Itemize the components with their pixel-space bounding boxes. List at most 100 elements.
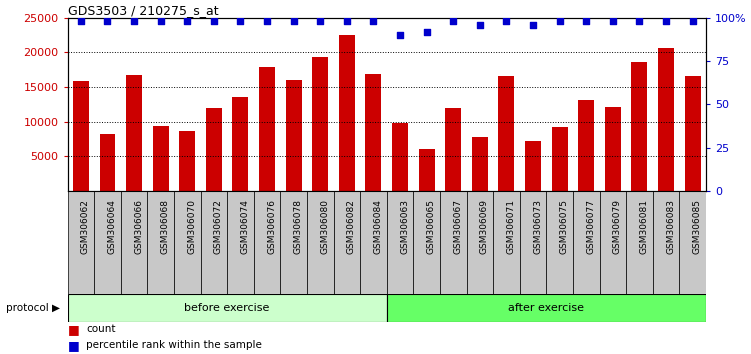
Bar [312,57,328,191]
Point [367,18,379,24]
Point [261,18,273,24]
Bar [360,191,387,294]
Point [500,18,512,24]
Bar [445,108,461,191]
Point [101,18,113,24]
Bar [419,149,435,191]
Point [155,18,167,24]
Text: after exercise: after exercise [508,303,584,313]
Point [607,18,619,24]
Bar [366,74,382,191]
Bar [307,191,333,294]
Point [581,18,593,24]
Bar [73,81,89,191]
Bar [605,107,621,191]
Bar [552,127,568,191]
Point [181,18,193,24]
Bar [387,191,413,294]
Point [341,18,353,24]
Point [75,18,87,24]
Text: GSM306076: GSM306076 [267,199,276,255]
Point [394,32,406,38]
Bar [228,191,254,294]
Bar [174,191,201,294]
Text: GSM306069: GSM306069 [480,199,489,255]
Bar [525,141,541,191]
Bar [333,191,360,294]
Point [421,29,433,34]
Bar [392,123,408,191]
Bar [280,191,307,294]
Point [234,18,246,24]
Bar [68,294,387,322]
Bar [206,108,222,191]
Text: ■: ■ [68,339,80,352]
Bar [413,191,440,294]
Point [288,18,300,24]
Bar [440,191,466,294]
Point [527,22,539,28]
Point [474,22,486,28]
Bar [94,191,121,294]
Text: GSM306070: GSM306070 [187,199,196,255]
Point [208,18,220,24]
Bar [520,191,547,294]
Bar [626,191,653,294]
Bar [493,191,520,294]
Text: GSM306082: GSM306082 [347,199,356,254]
Text: protocol ▶: protocol ▶ [6,303,60,313]
Text: GSM306065: GSM306065 [427,199,436,255]
Bar [179,131,195,191]
Bar [233,97,249,191]
Text: before exercise: before exercise [185,303,270,313]
Bar [632,62,647,191]
Bar [578,99,594,191]
Bar [201,191,228,294]
Text: GSM306078: GSM306078 [294,199,303,255]
Text: GSM306062: GSM306062 [81,199,90,254]
Text: GDS3503 / 210275_s_at: GDS3503 / 210275_s_at [68,4,219,17]
Bar [680,191,706,294]
Bar [499,76,514,191]
Bar [653,191,680,294]
Text: GSM306063: GSM306063 [400,199,409,255]
Text: GSM306081: GSM306081 [639,199,648,255]
Text: ■: ■ [68,323,80,336]
Bar [599,191,626,294]
Bar [68,191,94,294]
Bar [547,191,573,294]
Bar [285,80,302,191]
Bar [466,191,493,294]
Text: GSM306066: GSM306066 [134,199,143,255]
Bar [121,191,147,294]
Text: count: count [86,324,116,334]
Bar [152,126,169,191]
Point [686,18,698,24]
Point [553,18,566,24]
Text: GSM306084: GSM306084 [373,199,382,254]
Bar [472,137,488,191]
Point [633,18,645,24]
Bar [573,191,599,294]
Bar [99,134,116,191]
Text: GSM306071: GSM306071 [506,199,515,255]
Text: GSM306085: GSM306085 [692,199,701,255]
Bar [387,294,706,322]
Text: GSM306068: GSM306068 [161,199,170,255]
Point [448,18,460,24]
Bar [658,47,674,191]
Point [128,18,140,24]
Text: GSM306079: GSM306079 [613,199,622,255]
Text: GSM306077: GSM306077 [587,199,596,255]
Bar [339,35,354,191]
Bar [259,67,275,191]
Text: GSM306083: GSM306083 [666,199,675,255]
Bar [685,76,701,191]
Text: GSM306064: GSM306064 [107,199,116,254]
Point [314,18,326,24]
Text: GSM306074: GSM306074 [240,199,249,254]
Text: GSM306080: GSM306080 [320,199,329,255]
Bar [126,75,142,191]
Point [660,18,672,24]
Text: GSM306067: GSM306067 [454,199,463,255]
